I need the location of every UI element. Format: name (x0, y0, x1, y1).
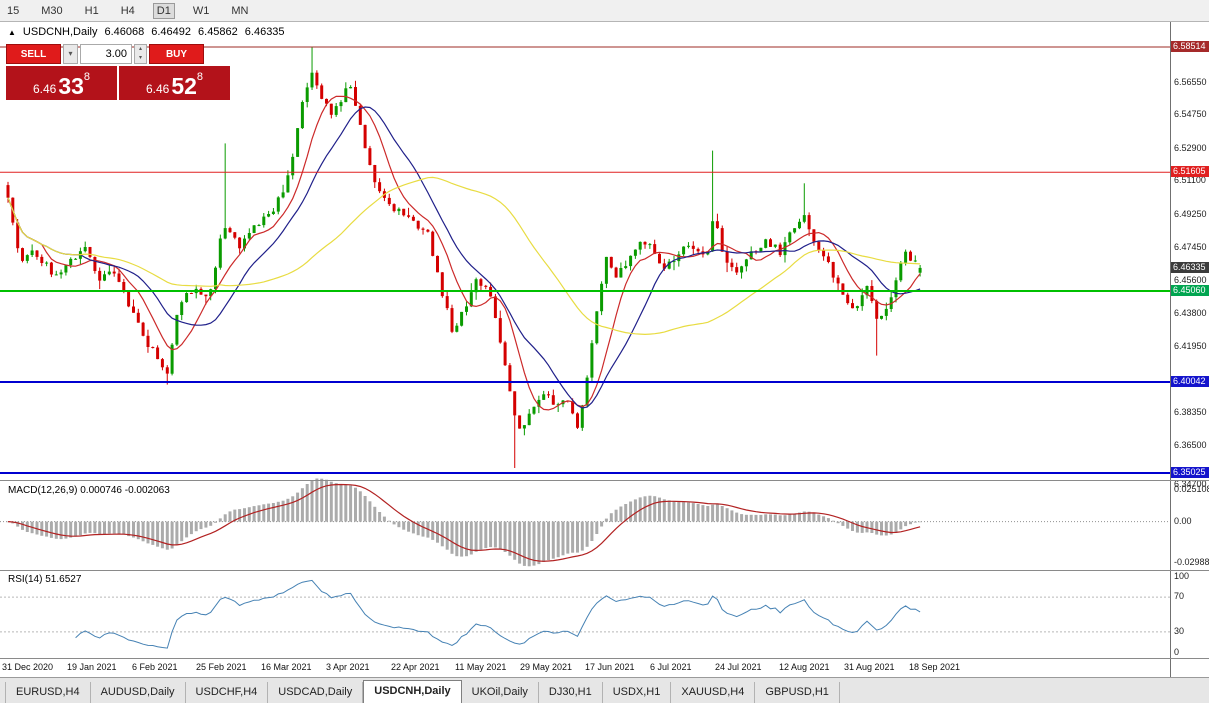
level-price-badge: 6.40042 (1171, 376, 1209, 387)
axis-tick: -0.02988 (1174, 557, 1209, 567)
axis-tick: 0.00 (1174, 516, 1192, 526)
rsi-value: 51.6527 (45, 574, 82, 585)
date-tick-label: 16 Mar 2021 (261, 662, 312, 672)
date-tick-label: 31 Aug 2021 (844, 662, 895, 672)
collapse-chart-icon[interactable]: ▲ (8, 28, 16, 37)
price-axis[interactable]: 6.56550 6.54750 6.52900 6.51100 6.49250 6.474… (1170, 0, 1209, 703)
macd-name: MACD(12,26,9) (8, 485, 78, 496)
axis-tick: 6.34700 (1174, 479, 1207, 489)
rsi-indicator-label: RSI(14) 51.6527 (8, 574, 81, 585)
close-value: 6.46335 (244, 26, 285, 38)
timeframe-m30[interactable]: M30 (41, 4, 63, 17)
axis-tick: 6.49250 (1174, 209, 1207, 219)
tab-audusd-daily[interactable]: AUDUSD,Daily (91, 682, 186, 703)
sell-price-big: 33 (58, 73, 84, 99)
date-tick-label: 12 Aug 2021 (779, 662, 830, 672)
date-tick-label: 24 Jul 2021 (715, 662, 762, 672)
sell-price-sup: 8 (83, 71, 91, 83)
axis-tick: 100 (1174, 571, 1190, 581)
date-tick-label: 11 May 2021 (455, 662, 507, 672)
buy-price-big: 52 (171, 73, 197, 99)
sell-price-prefix: 6.46 (32, 82, 57, 96)
sell-button[interactable]: SELL (6, 44, 61, 64)
axis-tick: 6.56550 (1174, 77, 1207, 87)
timeframe-toolbar: 15 M30 H1 H4 D1 W1 MN (0, 0, 1209, 22)
date-tick-label: 22 Apr 2021 (391, 662, 440, 672)
axis-tick: 0.025108 (1174, 484, 1209, 494)
chart-ohlc-header: ▲ USDCNH,Daily 6.46068 6.46492 6.45862 6… (8, 26, 285, 39)
buy-price-sup: 8 (196, 71, 204, 83)
date-tick-label: 29 May 2021 (520, 662, 573, 672)
high-value: 6.46492 (151, 26, 192, 38)
date-tick-label: 6 Feb 2021 (132, 662, 178, 672)
date-tick-label: 19 Jan 2021 (67, 662, 117, 672)
sell-price-display[interactable]: 6.46 33 8 (6, 66, 117, 100)
axis-tick: 6.36500 (1174, 440, 1207, 450)
panel-separator[interactable] (0, 480, 1209, 481)
tab-eurusd-h4[interactable]: EURUSD,H4 (5, 682, 91, 703)
buy-price-display[interactable]: 6.46 52 8 (119, 66, 230, 100)
stepper-down-icon[interactable]: ▾ (138, 55, 142, 61)
axis-tick: 0 (1174, 647, 1180, 657)
axis-tick: 6.41950 (1174, 341, 1207, 351)
volume-input[interactable] (80, 44, 132, 64)
timeframe-w1[interactable]: W1 (192, 4, 210, 17)
level-price-badge: 6.35025 (1171, 467, 1209, 478)
tab-usdcnh-daily[interactable]: USDCNH,Daily (363, 680, 462, 703)
timeframe-15[interactable]: 15 (7, 4, 20, 17)
axis-tick: 6.51100 (1174, 175, 1206, 185)
macd-indicator-label: MACD(12,26,9) 0.000746 -0.002063 (8, 485, 170, 496)
axis-tick: 6.38350 (1174, 407, 1207, 417)
axis-tick: 30 (1174, 626, 1185, 636)
panel-separator (0, 658, 1209, 659)
volume-dropdown-icon[interactable]: ▾ (63, 44, 78, 64)
rsi-name: RSI(14) (8, 574, 43, 585)
date-tick-label: 6 Jul 2021 (650, 662, 692, 672)
tab-usdcad-daily[interactable]: USDCAD,Daily (268, 682, 364, 703)
date-tick-label: 25 Feb 2021 (196, 662, 247, 672)
axis-tick: 6.52900 (1174, 143, 1207, 153)
date-tick-label: 31 Dec 2020 (2, 662, 54, 672)
chart-tabs: EURUSD,H4 AUDUSD,Daily USDCHF,H4 USDCAD,Dai… (0, 678, 1209, 703)
tab-usdchf-h4[interactable]: USDCHF,H4 (186, 682, 269, 703)
timeframe-h1[interactable]: H1 (84, 4, 99, 17)
buy-price-prefix: 6.46 (145, 82, 170, 96)
date-tick-label: 17 Jun 2021 (585, 662, 635, 672)
axis-tick: 6.54750 (1174, 109, 1207, 119)
macd-values: 0.000746 -0.002063 (80, 485, 170, 496)
panel-separator[interactable] (0, 570, 1209, 571)
tab-bar-strip: EURUSD,H4 AUDUSD,Daily USDCHF,H4 USDCAD,Dai… (0, 677, 1209, 703)
open-value: 6.46068 (104, 26, 145, 38)
low-value: 6.45862 (198, 26, 238, 38)
level-price-badge: 6.58514 (1171, 41, 1209, 52)
axis-tick: 6.43800 (1174, 308, 1207, 318)
price-chart-canvas[interactable] (0, 22, 1170, 676)
stepper-up-icon[interactable]: ▴ (138, 46, 142, 52)
timeframe-h4[interactable]: H4 (120, 4, 135, 17)
symbol-timeframe-label: USDCNH,Daily (22, 26, 98, 38)
tab-ukoil-daily[interactable]: UKOil,Daily (462, 682, 539, 703)
date-tick-label: 3 Apr 2021 (326, 662, 370, 672)
level-price-badge: 6.45060 (1171, 285, 1209, 296)
timeframe-mn[interactable]: MN (231, 4, 249, 17)
axis-tick: 6.45600 (1174, 275, 1207, 285)
timeframe-d1[interactable]: D1 (152, 2, 175, 19)
tab-xauusd-h4[interactable]: XAUUSD,H4 (671, 682, 756, 703)
tab-usdx-h1[interactable]: USDX,H1 (603, 682, 672, 703)
axis-tick: 6.47450 (1174, 242, 1207, 252)
current-price-badge: 6.46335 (1171, 262, 1209, 273)
time-axis[interactable]: 31 Dec 2020 19 Jan 2021 6 Feb 2021 25 Feb 2… (0, 660, 1170, 676)
level-price-badge: 6.51605 (1171, 166, 1209, 177)
volume-stepper[interactable]: ▴ ▾ (134, 44, 147, 64)
axis-tick: 70 (1174, 591, 1185, 601)
buy-button[interactable]: BUY (149, 44, 204, 64)
date-tick-label: 18 Sep 2021 (909, 662, 961, 672)
tab-gbpusd-h1[interactable]: GBPUSD,H1 (755, 682, 840, 703)
tab-dj30-h1[interactable]: DJ30,H1 (539, 682, 603, 703)
